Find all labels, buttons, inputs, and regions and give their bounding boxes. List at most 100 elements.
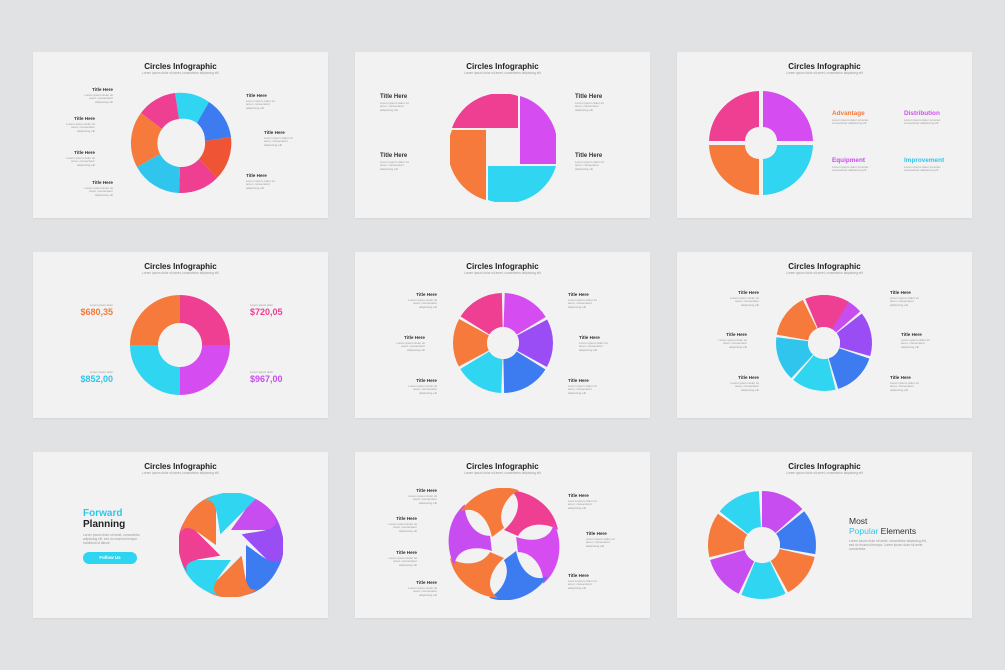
chart-segment (141, 93, 179, 129)
slide-6: Circles Infographic Lorem ipsum dolor si… (677, 252, 972, 418)
chart-blade (460, 488, 519, 537)
donut-chart (130, 295, 230, 395)
slide-subtitle: Lorem ipsum dolor sit amet, consectetur … (786, 71, 863, 75)
heading-forward: Forward (83, 508, 123, 519)
value-1: Lorem ipsum dolor $680,35 (80, 303, 113, 317)
label-left-2: Title Here Lorem ipsum dolor sit amet, co… (388, 516, 417, 533)
slide-3: Circles Infographic Lorem ipsum dolor si… (677, 52, 972, 218)
label-right-2: Title Here Lorem ipsum dolor sit amet, co… (579, 335, 608, 352)
label-left-3: Title Here Lorem ipsum dolor sit amet, co… (388, 550, 417, 567)
label-left-2: Title Here Lorem ipsum dolor sit amet, co… (718, 332, 747, 349)
label-left-4: Title Here Lorem ipsum dolor sit amet, co… (84, 180, 113, 197)
category-improvement: Improvement Lorem ipsum dolor sit amet, c… (904, 157, 945, 173)
label-left-2: Title Here Lorem ipsum dolor sit amet, co… (396, 335, 425, 352)
square-cycle-chart (450, 94, 556, 202)
chart-blade (179, 520, 221, 572)
label-right-3: Title Here Lorem ipsum dolor sit amet, co… (568, 378, 597, 395)
category-advantage: Advantage Lorem ipsum dolor sit amet, con… (832, 110, 870, 126)
chart-blade (204, 493, 256, 535)
value-4: Lorem ipsum dolor $967,00 (250, 370, 283, 384)
label-left-2: Title Here Lorem ipsum dolor sit amet, co… (66, 116, 95, 133)
value-3: Lorem ipsum dolor $852,00 (80, 370, 113, 384)
slide-title: Circles Infographic (788, 462, 861, 471)
heading-most: Most (849, 516, 868, 526)
chart-blade (516, 522, 560, 584)
label-right-2: Title Here Lorem ipsum dolor sit amet, co… (586, 531, 615, 548)
forward-planning-block: Forward Planning Lorem ipsum dolor sit a… (83, 508, 173, 564)
label-left-2: Title Here Lorem ipsum dolor sit amet, co… (380, 153, 409, 171)
slide-subtitle: Lorem ipsum dolor sit amet, consectetur … (142, 471, 219, 475)
label-left-1: Title Here Lorem ipsum dolor sit amet, co… (408, 488, 437, 505)
slide-subtitle: Lorem ipsum dolor sit amet, consectetur … (464, 71, 541, 75)
seven-segment-donut (708, 491, 816, 599)
pinwheel-chart (179, 493, 283, 597)
label-left-1: Title Here Lorem ipsum dolor sit amet, co… (84, 87, 113, 104)
swirl-donut (776, 295, 872, 391)
slide-title: Circles Infographic (466, 62, 539, 71)
slide-subtitle: Lorem ipsum dolor sit amet, consectetur … (464, 271, 541, 275)
six-segment-donut (453, 293, 553, 393)
label-right-1: Title Here Lorem ipsum dolor sit amet, co… (568, 493, 597, 510)
chart-segment (179, 159, 217, 194)
slide-title: Circles Infographic (466, 262, 539, 271)
heading-popular-elements: Popular Elements (849, 526, 917, 536)
label-left-3: Title Here Lorem ipsum dolor sit amet, co… (66, 150, 95, 167)
value-2: Lorem ipsum dolor $720,05 (250, 303, 283, 317)
label-left-1: Title Here Lorem ipsum dolor sit amet, co… (408, 292, 437, 309)
label-left-1: Title Here Lorem ipsum dolor sit amet, co… (380, 94, 409, 112)
label-right-1: Title Here Lorem ipsum dolor sit amet, co… (568, 292, 597, 309)
popular-elements-block: Most Popular Elements Lorem ipsum dolor … (849, 516, 959, 552)
slide-title: Circles Infographic (788, 262, 861, 271)
slide-title: Circles Infographic (788, 62, 861, 71)
slide-8: Circles Infographic Lorem ipsum dolor si… (355, 452, 650, 618)
label-right-2: Title Here Lorem ipsum dolor sit amet, co… (575, 153, 604, 171)
chart-segment (709, 91, 759, 141)
slide-9: Circles Infographic Lorem ipsum dolor si… (677, 452, 972, 618)
slide-4: Circles Infographic Lorem ipsum dolor si… (33, 252, 328, 418)
chart-blade (246, 545, 281, 595)
chart-blade (504, 490, 558, 536)
label-right-1: Title Here Lorem ipsum dolor sit amet, co… (575, 94, 604, 112)
chart-blade (241, 518, 283, 570)
donut-chart (130, 92, 232, 194)
chart-blade (450, 552, 504, 598)
follow-us-button[interactable]: Follow Us (83, 551, 137, 564)
slide-title: Circles Infographic (144, 262, 217, 271)
label-left-4: Title Here Lorem ipsum dolor sit amet, co… (408, 580, 437, 597)
chart-segment (763, 145, 813, 195)
chart-segment (488, 166, 556, 202)
chart-segment (452, 94, 518, 128)
category-distribution: Distribution Lorem ipsum dolor sit amet, … (904, 110, 942, 126)
label-right-1: Title Here Lorem ipsum dolor sit amet, co… (890, 290, 919, 307)
label-left-3: Title Here Lorem ipsum dolor sit amet, co… (730, 375, 759, 392)
label-left-3: Title Here Lorem ipsum dolor sit amet, co… (408, 378, 437, 395)
label-right-3: Title Here Lorem ipsum dolor sit amet, co… (246, 173, 275, 190)
slide-2: Circles Infographic Lorem ipsum dolor si… (355, 52, 650, 218)
slide-5: Circles Infographic Lorem ipsum dolor si… (355, 252, 650, 418)
slide-subtitle: Lorem ipsum dolor sit amet, consectetur … (786, 271, 863, 275)
chart-segment (709, 145, 759, 195)
slide-subtitle: Lorem ipsum dolor sit amet, consectetur … (142, 271, 219, 275)
chart-segment (450, 130, 486, 200)
slide-title: Circles Infographic (144, 462, 217, 471)
label-left-1: Title Here Lorem ipsum dolor sit amet, co… (730, 290, 759, 307)
slide-7: Circles Infographic Lorem ipsum dolor si… (33, 452, 328, 618)
label-right-2: Title Here Lorem ipsum dolor sit amet, co… (264, 130, 293, 147)
spiral-chart (448, 488, 560, 600)
slide-subtitle: Lorem ipsum dolor sit amet, consectetur … (142, 71, 219, 75)
quarter-donut-chart (709, 91, 813, 195)
chart-segment (130, 113, 162, 167)
chart-blade (181, 560, 231, 595)
description: Lorem ipsum dolor sit amet, consectetur … (83, 533, 140, 545)
slide-subtitle: Lorem ipsum dolor sit amet, consectetur … (464, 471, 541, 475)
slide-title: Circles Infographic (466, 462, 539, 471)
chart-segment (199, 137, 232, 178)
chart-blade (448, 504, 492, 566)
heading-planning: Planning (83, 519, 126, 530)
chart-segment (137, 154, 180, 193)
label-right-3: Title Here Lorem ipsum dolor sit amet, co… (568, 573, 597, 590)
chart-blade (489, 551, 548, 600)
chart-segment (763, 91, 813, 141)
category-equipment: Equipment Lorem ipsum dolor sit amet, con… (832, 157, 870, 173)
chart-blade (206, 555, 258, 597)
